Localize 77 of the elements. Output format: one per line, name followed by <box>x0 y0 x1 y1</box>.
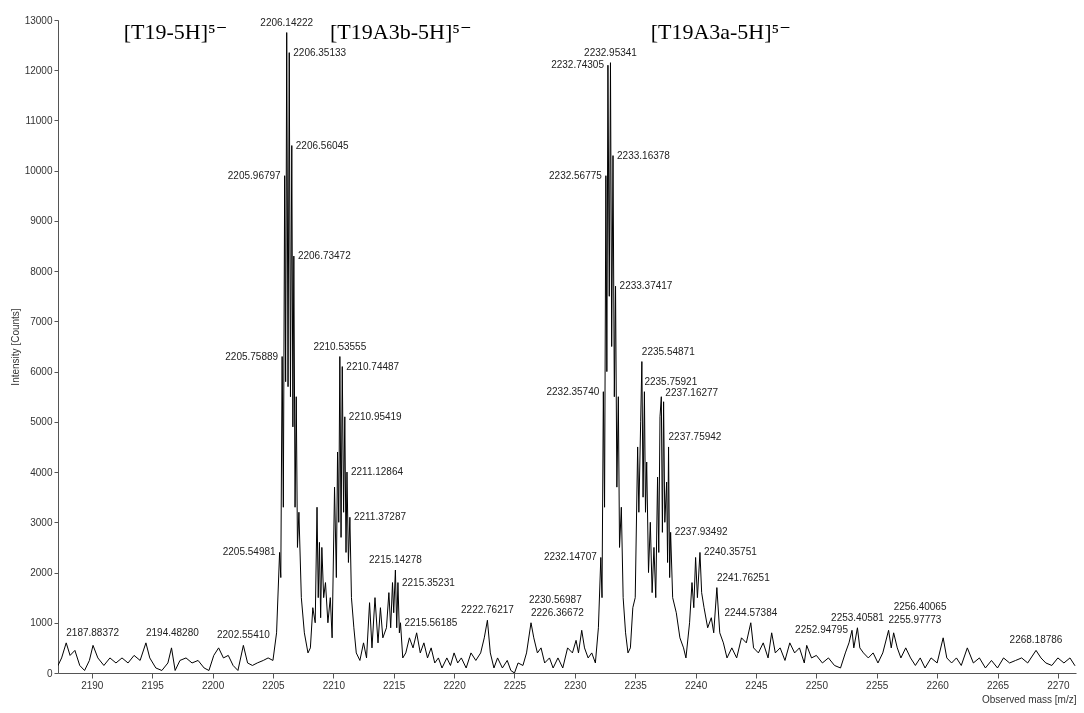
x-tick-label: 2190 <box>81 679 104 691</box>
y-tick-label: 5000 <box>30 416 53 428</box>
annotation: 2215.14278 <box>369 554 423 566</box>
x-tick-label: 2265 <box>986 679 1010 691</box>
annotation: 2233.37417 <box>619 280 673 292</box>
annotation: 2237.75942 <box>668 430 722 442</box>
annotation: 2237.16277 <box>665 386 719 398</box>
annotation: 2215.35231 <box>401 576 456 588</box>
annotation: 2232.14707 <box>543 551 598 563</box>
y-tick-label: 8000 <box>30 265 53 277</box>
annotation: 2235.54871 <box>641 345 696 357</box>
annotation: 2230.56987 <box>528 594 583 606</box>
y-axis-title: Intensity [Counts] <box>9 308 21 386</box>
x-tick-label: 2260 <box>926 679 950 691</box>
annotation: 2252.94795 <box>795 624 849 636</box>
x-tick-label: 2240 <box>684 679 708 691</box>
y-tick-label: 13000 <box>24 14 53 26</box>
annotation: 2232.56775 <box>549 169 603 181</box>
annotation: 2206.14222 <box>260 16 314 28</box>
x-tick-label: 2255 <box>866 679 889 691</box>
x-tick-label: 2225 <box>503 679 527 691</box>
annotation: 2256.40065 <box>893 600 947 612</box>
x-axis-title: Observed mass [m/z] <box>982 693 1077 705</box>
annotation: 2226.36672 <box>530 606 585 618</box>
annotation: 2255.97773 <box>888 614 942 626</box>
x-tick-label: 2250 <box>805 679 829 691</box>
annotation: 2232.35740 <box>546 385 600 397</box>
x-tick-label: 2205 <box>262 679 286 691</box>
y-tick-label: 12000 <box>24 64 53 76</box>
annotation: 2211.37287 <box>353 511 407 523</box>
x-tick-label: 2235 <box>624 679 648 691</box>
annotation: 2206.35133 <box>293 46 347 58</box>
annotation: [T19-5H]⁵⁻ <box>123 19 228 44</box>
x-tick-label: 2230 <box>564 679 587 691</box>
annotation: 2237.93492 <box>674 526 728 538</box>
annotation: 2187.88372 <box>66 626 120 638</box>
y-tick-label: 4000 <box>30 466 53 478</box>
y-tick-label: 6000 <box>30 366 53 378</box>
x-tick-label: 2215 <box>383 679 406 691</box>
x-tick-label: 2210 <box>322 679 346 691</box>
annotation: [T19A3b-5H]⁵⁻ <box>330 19 472 44</box>
annotation: 2233.16378 <box>617 149 671 161</box>
annotation: 2232.95341 <box>584 46 638 58</box>
annotation: 2202.55410 <box>216 629 271 641</box>
y-tick-label: 11000 <box>25 114 53 126</box>
annotation: 2210.74487 <box>346 360 400 372</box>
y-tick-label: 7000 <box>30 315 53 327</box>
annotation: 2215.56185 <box>404 616 458 628</box>
annotation: 2206.73472 <box>297 250 352 262</box>
annotation: 2244.57384 <box>724 606 778 618</box>
annotation: 2240.35751 <box>703 546 758 558</box>
y-tick-label: 2000 <box>30 567 53 579</box>
annotation: 2210.95419 <box>348 410 403 422</box>
y-tick-label: 3000 <box>30 516 53 528</box>
annotation: 2268.18786 <box>1009 634 1063 646</box>
annotation: 2205.54981 <box>222 546 277 558</box>
x-tick-label: 2200 <box>201 679 225 691</box>
annotation: 2206.56045 <box>295 139 350 151</box>
x-tick-label: 2220 <box>443 679 467 691</box>
y-tick-label: 10000 <box>24 165 53 177</box>
x-tick-label: 2245 <box>745 679 769 691</box>
y-tick-label: 1000 <box>30 617 53 629</box>
y-tick-label: 0 <box>46 667 53 679</box>
annotation: 2205.96797 <box>227 169 282 181</box>
annotation: 2211.12864 <box>350 466 404 478</box>
annotation: 2253.40581 <box>831 611 885 623</box>
x-tick-label: 2270 <box>1047 679 1070 691</box>
x-tick-label: 2195 <box>141 679 165 691</box>
annotation: 2222.76217 <box>461 604 515 616</box>
annotation: 2235.75921 <box>644 375 698 387</box>
annotation: [T19A3a-5H]⁵⁻ <box>650 19 791 44</box>
annotation: 2194.48280 <box>145 626 200 638</box>
annotation: 2241.76251 <box>716 571 771 583</box>
y-tick-label: 9000 <box>30 215 53 227</box>
annotation: 2205.75889 <box>225 350 279 362</box>
annotation: 2232.74305 <box>551 59 605 71</box>
annotation: 2210.53555 <box>313 340 367 352</box>
